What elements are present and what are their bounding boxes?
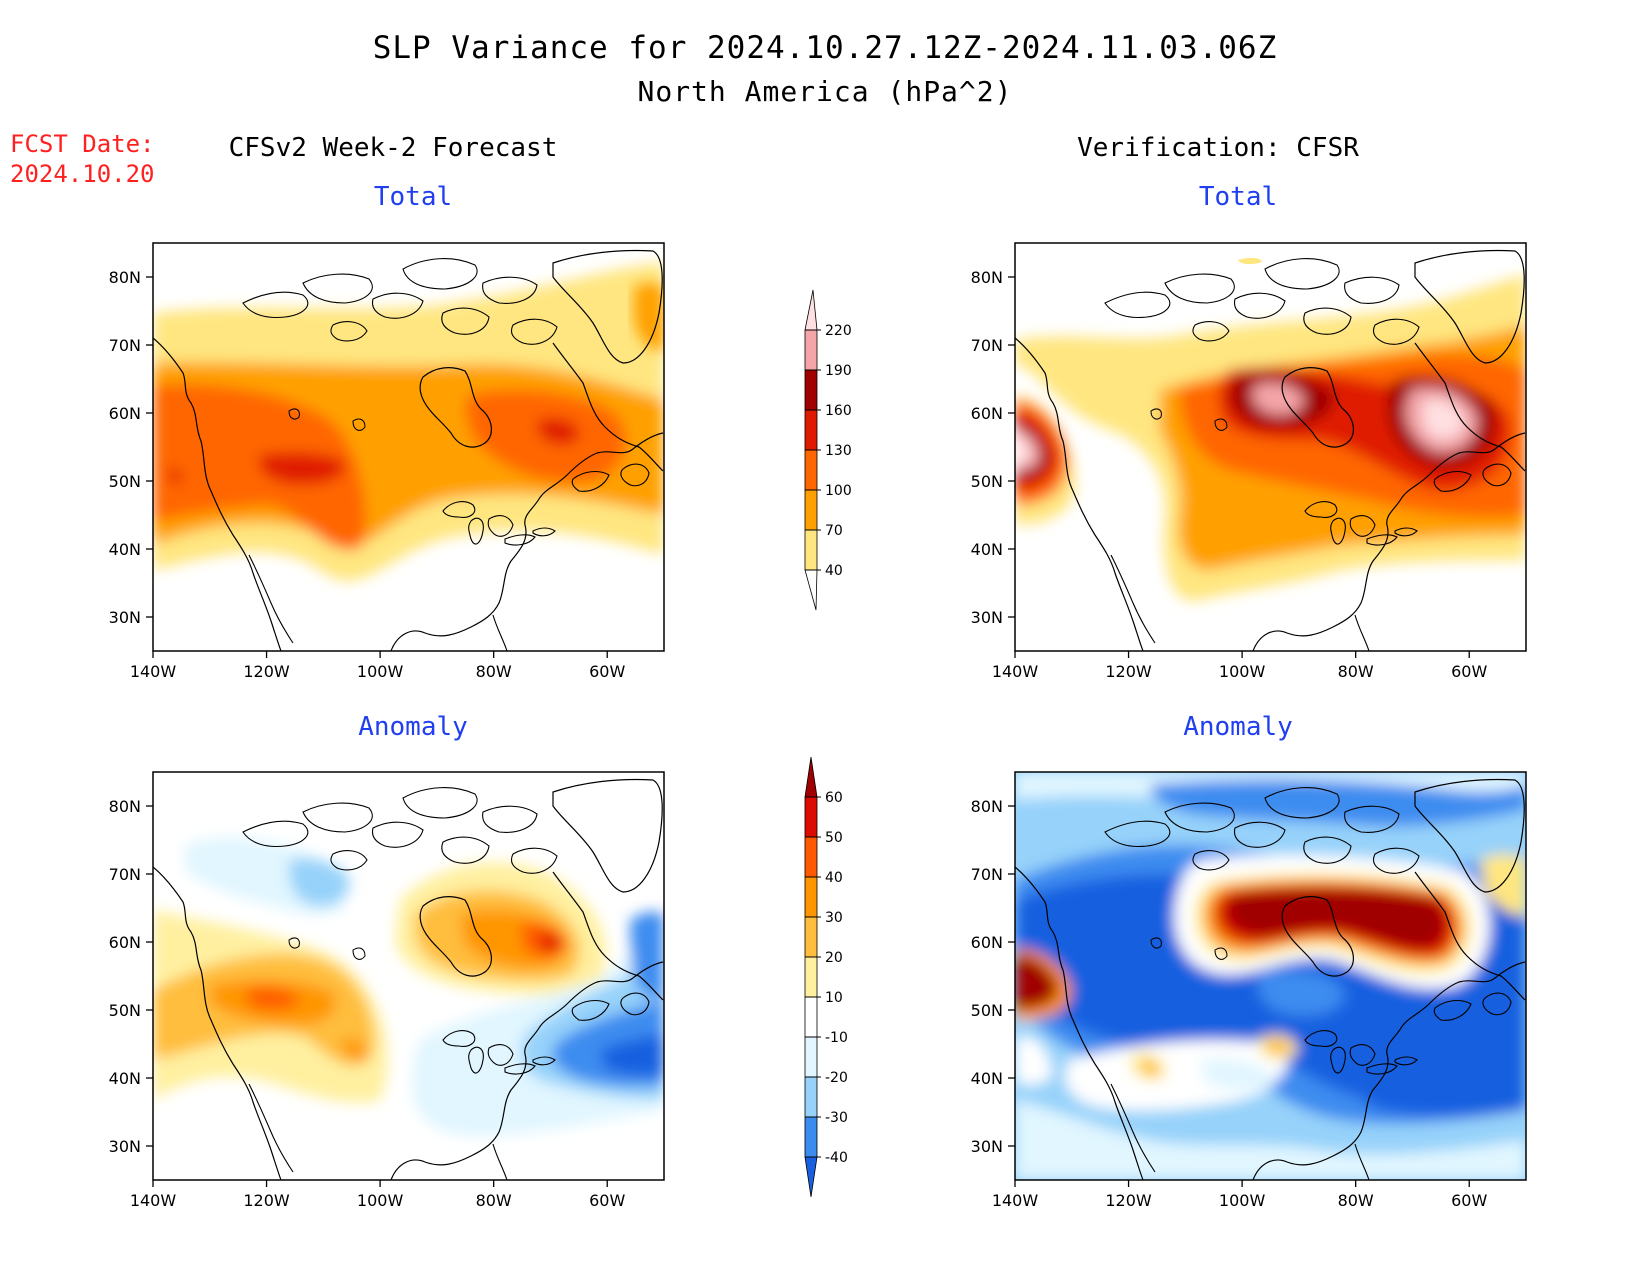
colorbar-label: 10 [825,990,843,1006]
lon-tick-label: 60W [1451,1191,1487,1210]
lon-tick-label: 60W [1451,662,1487,681]
colorbar-swatch [805,490,817,530]
lat-tick-label: 70N [109,865,141,884]
lon-tick-label: 140W [130,662,177,681]
lat-tick-label: 50N [109,1001,141,1020]
lon-tick-label: 120W [1105,662,1152,681]
main-title: SLP Variance for 2024.10.27.12Z-2024.11.… [372,30,1278,66]
colorbar-swatch [805,877,817,917]
lon-tick-label: 120W [243,662,290,681]
colorbar-swatch [805,917,817,957]
verification-total-title: Total [1198,182,1278,212]
colorbar-label: 30 [825,910,843,926]
fcst-date-value: 2024.10.20 [10,160,155,188]
colorbar-swatch [805,797,817,837]
colorbar-swatch [805,370,817,410]
lat-tick-label: 70N [109,336,141,355]
colorbar-label: 40 [825,870,843,886]
colorbar-swatch [805,450,817,490]
lat-tick-label: 70N [971,865,1003,884]
colorbar-swatch [804,289,818,331]
forecast-anomaly-field [153,772,664,1180]
lat-tick-label: 80N [971,268,1003,287]
lon-tick-label: 140W [992,1191,1039,1210]
lon-tick-label: 80W [1338,662,1374,681]
colorbar-label: 20 [825,950,843,966]
lon-tick-label: 100W [1219,662,1266,681]
colorbar-label: 190 [825,363,852,379]
colorbar-swatch [804,1156,818,1198]
colorbar-label: -30 [825,1110,848,1126]
lon-tick-label: 60W [589,1191,625,1210]
lat-tick-label: 30N [971,608,1003,627]
lon-tick-label: 80W [1338,1191,1374,1210]
lon-tick-label: 80W [476,1191,512,1210]
lon-tick-label: 140W [130,1191,177,1210]
lat-tick-label: 80N [971,797,1003,816]
lat-tick-label: 30N [971,1137,1003,1156]
lat-tick-label: 80N [109,797,141,816]
colorbar-swatch [805,410,817,450]
verification-anomaly-title: Anomaly [1183,712,1293,742]
colorbar-label: 160 [825,403,852,419]
lat-tick-label: 50N [971,472,1003,491]
verification-total-frame [1014,242,1527,652]
colorbar-label: 70 [825,523,843,539]
lat-tick-label: 60N [109,404,141,423]
lon-tick-label: 60W [589,662,625,681]
colorbar-label: -10 [825,1030,848,1046]
lat-tick-label: 50N [109,472,141,491]
forecast-total-field [153,243,664,651]
colorbar-label: 50 [825,830,843,846]
colorbar-swatch [804,569,818,611]
lon-tick-label: 100W [357,662,404,681]
lat-tick-label: 40N [109,1069,141,1088]
main-subtitle: North America (hPa^2) [637,75,1013,108]
forecast-total-title: Total [373,182,453,212]
lon-tick-label: 140W [992,662,1039,681]
colorbar-swatch [805,837,817,877]
forecast-total-frame [152,242,665,652]
lat-tick-label: 80N [109,268,141,287]
colorbar-label: 40 [825,563,843,579]
colorbar-label: -20 [825,1070,848,1086]
fcst-date-label: FCST Date: [10,130,155,158]
verification-anomaly-frame [1014,771,1527,1181]
forecast-anomaly-frame [152,771,665,1181]
lon-tick-label: 120W [243,1191,290,1210]
lat-tick-label: 60N [971,933,1003,952]
lat-tick-label: 30N [109,1137,141,1156]
colorbar-swatch [805,330,817,370]
forecast-anomaly-title: Anomaly [358,712,468,742]
lon-tick-label: 80W [476,662,512,681]
lat-tick-label: 40N [971,1069,1003,1088]
lat-tick-label: 60N [971,404,1003,423]
lat-tick-label: 60N [109,933,141,952]
colorbar-label: 60 [825,790,843,806]
colorbar-label: -40 [825,1150,848,1166]
lat-tick-label: 40N [109,540,141,559]
colorbar-label: 100 [825,483,852,499]
lat-tick-label: 70N [971,336,1003,355]
colorbar-swatch [804,756,818,798]
colorbar-swatch [805,1037,817,1077]
colorbar-swatch [805,957,817,997]
forecast-column-title: CFSv2 Week-2 Forecast [228,133,558,163]
lat-tick-label: 30N [109,608,141,627]
colorbar-swatch [805,1077,817,1117]
verification-total-field [1015,243,1526,651]
lat-tick-label: 50N [971,1001,1003,1020]
colorbar-label: 130 [825,443,852,459]
lon-tick-label: 120W [1105,1191,1152,1210]
colorbar-label: 220 [825,323,852,339]
colorbar-swatch [805,1117,817,1157]
colorbar-swatch [805,997,817,1037]
verification-column-title: Verification: CFSR [1077,133,1359,163]
colorbar-swatch [805,530,817,570]
verification-anomaly-field [1015,772,1526,1180]
lon-tick-label: 100W [357,1191,404,1210]
lat-tick-label: 40N [971,540,1003,559]
lon-tick-label: 100W [1219,1191,1266,1210]
